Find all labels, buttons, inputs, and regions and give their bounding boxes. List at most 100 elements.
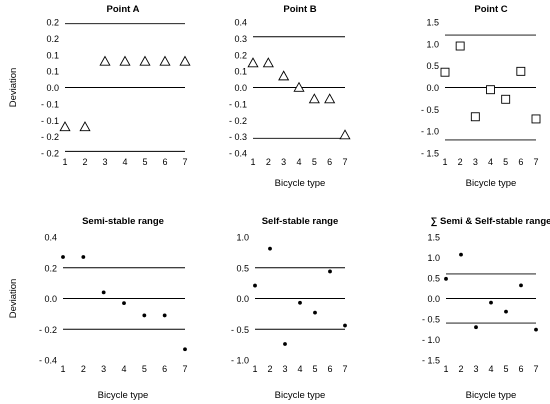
- x-tick-label: 1: [442, 157, 447, 167]
- y-tick-label: 0.3: [234, 34, 247, 44]
- x-tick-label: 5: [503, 157, 508, 167]
- y-tick-label: - 0.2: [39, 325, 57, 335]
- x-tick-label: 7: [533, 364, 538, 374]
- data-point: [162, 313, 167, 318]
- x-tick-label: 5: [312, 157, 317, 167]
- data-point: [268, 246, 272, 251]
- data-point: [61, 255, 65, 259]
- x-tick-label: 3: [473, 157, 478, 167]
- x-tick-label: 1: [60, 364, 65, 374]
- data-point: [159, 55, 171, 66]
- data-point: [253, 283, 257, 288]
- x-tick-label: 6: [327, 157, 332, 167]
- data-point: [519, 283, 523, 288]
- x-tick-label: 5: [142, 364, 147, 374]
- x-tick-label: 4: [488, 157, 493, 167]
- data-point: [142, 313, 147, 318]
- x-tick-label: 7: [342, 157, 347, 167]
- y-tick-label: 0.0: [427, 294, 440, 304]
- x-tick-label: 4: [122, 157, 127, 167]
- y-tick-label: - 0.1: [41, 116, 59, 126]
- x-tick-label: 2: [81, 364, 86, 374]
- data-point: [81, 255, 86, 259]
- x-tick-label: 3: [473, 364, 478, 374]
- x-axis-label: Bicycle type: [466, 178, 517, 189]
- y-tick-label: - 0.2: [41, 132, 59, 142]
- data-point: [486, 85, 495, 95]
- data-point: [262, 57, 274, 68]
- data-point: [444, 276, 448, 281]
- x-tick-label: 4: [121, 364, 126, 374]
- data-point: [313, 310, 317, 315]
- x-tick-label: 3: [282, 364, 287, 374]
- data-point: [324, 93, 336, 104]
- data-point: [122, 301, 126, 306]
- x-tick-label: 3: [101, 364, 106, 374]
- panel-3: Point C - 1.5 - 1.0 - 0.5 0.0 0.5 1.0 1.5 1 2 3 4 5 6…: [421, 4, 541, 189]
- x-tick-label: 4: [297, 364, 302, 374]
- data-point: [531, 114, 541, 124]
- x-tick-label: 2: [82, 157, 87, 167]
- y-tick-label: - 0.1: [229, 99, 247, 109]
- data-point: [489, 300, 493, 305]
- x-tick-label: 1: [443, 364, 448, 374]
- y-tick-label: 0.2: [46, 34, 59, 44]
- chart-title: ∑ Semi & Self-stable range: [431, 216, 550, 227]
- panel-2: Point B - 0.4 - 0.3 - 0.2 - 0.1 0.0 0.1 0.2 0.3 0…: [229, 4, 351, 189]
- y-tick-label: 1.0: [426, 39, 439, 49]
- y-tick-label: - 1.0: [422, 335, 440, 345]
- data-point: [79, 121, 91, 132]
- y-tick-label: 0.2: [44, 263, 57, 273]
- y-tick-label: - 0.4: [39, 356, 57, 366]
- y-tick-label: - 0.3: [229, 132, 247, 142]
- data-point: [139, 55, 151, 66]
- data-point: [247, 57, 259, 68]
- x-tick-label: 5: [142, 157, 147, 167]
- x-axis-label: Bicycle type: [275, 178, 326, 189]
- x-tick-label: 6: [162, 157, 167, 167]
- x-tick-label: 2: [458, 364, 463, 374]
- x-tick-label: 6: [518, 157, 523, 167]
- data-point: [119, 55, 131, 66]
- x-tick-label: 6: [327, 364, 332, 374]
- x-tick-label: 2: [267, 364, 272, 374]
- x-tick-label: 5: [312, 364, 317, 374]
- y-axis-label: Deviation: [8, 68, 19, 108]
- data-point: [179, 55, 191, 66]
- data-point: [59, 121, 71, 132]
- data-point: [440, 67, 450, 77]
- x-tick-label: 7: [342, 364, 347, 374]
- y-tick-label: 0.0: [426, 83, 439, 93]
- data-point: [308, 93, 320, 104]
- y-tick-label: 0.1: [46, 67, 59, 77]
- y-tick-label: 0.4: [44, 233, 57, 243]
- data-point: [516, 66, 526, 76]
- y-tick-label: - 1.0: [231, 356, 249, 366]
- x-axis-label: Bicycle type: [98, 390, 149, 401]
- data-point: [101, 290, 106, 295]
- y-tick-label: 0.2: [234, 50, 247, 60]
- x-tick-label: 7: [182, 157, 187, 167]
- x-axis-label: Bicycle type: [466, 390, 517, 401]
- x-tick-label: 1: [252, 364, 257, 374]
- y-tick-label: 0.1: [234, 67, 247, 77]
- x-tick-label: 2: [458, 157, 463, 167]
- x-tick-label: 3: [281, 157, 286, 167]
- x-tick-label: 4: [488, 364, 493, 374]
- y-tick-label: - 1.5: [422, 356, 440, 366]
- data-point: [504, 309, 508, 314]
- data-point: [534, 327, 538, 332]
- x-tick-label: 6: [162, 364, 167, 374]
- y-tick-label: 0.2: [46, 18, 59, 28]
- data-point: [459, 252, 463, 257]
- y-tick-label: 0.0: [234, 83, 247, 93]
- x-tick-label: 4: [296, 157, 301, 167]
- y-tick-label: - 0.2: [41, 149, 59, 159]
- data-point: [99, 55, 111, 66]
- x-tick-label: 7: [182, 364, 187, 374]
- data-point: [283, 342, 287, 346]
- x-tick-label: 5: [503, 364, 508, 374]
- x-tick-label: 1: [250, 157, 255, 167]
- chart-title: Point A: [107, 4, 140, 15]
- y-tick-label: - 0.5: [421, 105, 439, 115]
